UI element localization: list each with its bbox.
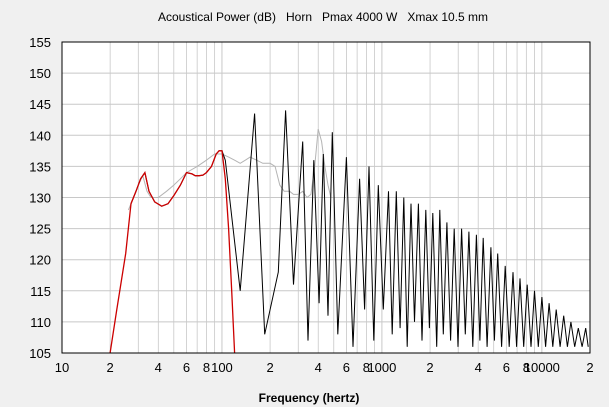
x-tick-label: 2 [426, 360, 433, 375]
y-tick-label: 115 [30, 284, 51, 299]
x-tick-label: 2 [266, 360, 273, 375]
x-tick-label: 4 [155, 360, 162, 375]
x-tick-label: 100 [211, 360, 233, 375]
x-tick-label: 10 [55, 360, 69, 375]
x-tick-label: 6 [503, 360, 510, 375]
y-tick-label: 125 [29, 222, 51, 237]
x-tick-label: 10000 [524, 360, 560, 375]
x-tick-label: 2 [107, 360, 114, 375]
x-tick-label: 1000 [367, 360, 396, 375]
y-tick-label: 150 [29, 66, 51, 81]
x-tick-label: 8 [203, 360, 210, 375]
series-line-gray [127, 128, 332, 211]
y-tick-label: 145 [29, 97, 51, 112]
x-tick-label: 8 [523, 360, 530, 375]
series-layer [109, 110, 589, 353]
y-tick-label: 110 [30, 315, 51, 330]
x-tick-label: 4 [475, 360, 482, 375]
y-tick-labels: 105 110 115 120 125 130 135 140 145 150 155 [29, 35, 51, 361]
y-tick-label: 135 [29, 159, 51, 174]
chart-title: Acoustical Power (dB) Horn Pmax 4000 W X… [158, 10, 488, 24]
y-tick-label: 130 [29, 191, 51, 206]
x-tick-label: 2 [586, 360, 593, 375]
series-line-red [109, 150, 236, 353]
x-axis-label: Frequency (hertz) [259, 391, 360, 405]
x-tick-label: 6 [343, 360, 350, 375]
x-tick-label: 8 [363, 360, 370, 375]
y-tick-label: 105 [29, 346, 51, 361]
x-tick-label: 6 [183, 360, 190, 375]
plot-border [61, 41, 591, 354]
x-tick-label: 4 [315, 360, 322, 375]
y-tick-label: 140 [29, 128, 51, 143]
y-tick-label: 155 [29, 35, 51, 50]
y-tick-label: 120 [29, 253, 51, 268]
